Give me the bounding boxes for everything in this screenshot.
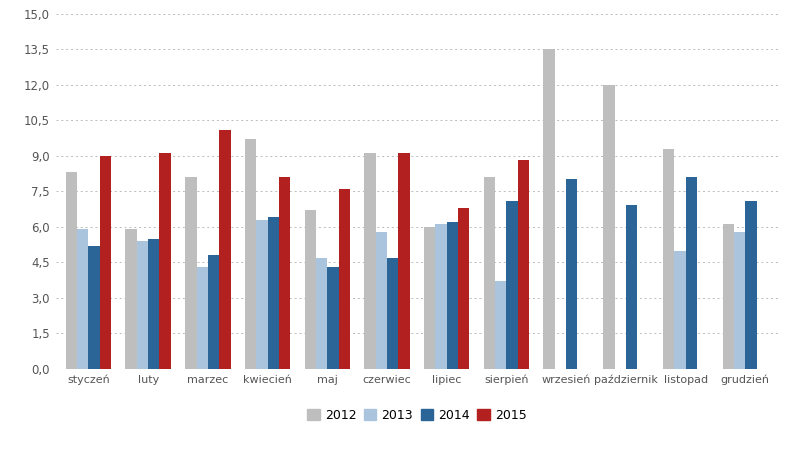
- Bar: [566, 180, 577, 369]
- Bar: [387, 257, 399, 369]
- Bar: [424, 227, 435, 369]
- Bar: [338, 189, 350, 369]
- Bar: [185, 177, 196, 369]
- Bar: [219, 130, 230, 369]
- Legend: 2012, 2013, 2014, 2015: 2012, 2013, 2014, 2015: [303, 404, 531, 427]
- Bar: [626, 206, 638, 369]
- Bar: [137, 241, 148, 369]
- Bar: [66, 172, 77, 369]
- Bar: [734, 232, 746, 369]
- Bar: [125, 229, 137, 369]
- Bar: [435, 225, 447, 369]
- Bar: [148, 238, 160, 369]
- Bar: [268, 217, 279, 369]
- Bar: [495, 281, 507, 369]
- Bar: [603, 85, 615, 369]
- Bar: [256, 220, 268, 369]
- Bar: [77, 229, 88, 369]
- Bar: [376, 232, 387, 369]
- Bar: [507, 201, 518, 369]
- Bar: [327, 267, 338, 369]
- Bar: [88, 246, 100, 369]
- Bar: [160, 153, 171, 369]
- Bar: [399, 153, 410, 369]
- Bar: [245, 139, 256, 369]
- Bar: [364, 153, 376, 369]
- Bar: [663, 148, 674, 369]
- Bar: [305, 210, 316, 369]
- Bar: [674, 251, 685, 369]
- Bar: [458, 208, 469, 369]
- Bar: [746, 201, 757, 369]
- Bar: [196, 267, 208, 369]
- Bar: [484, 177, 495, 369]
- Bar: [723, 225, 734, 369]
- Bar: [316, 257, 327, 369]
- Bar: [447, 222, 458, 369]
- Bar: [100, 156, 111, 369]
- Bar: [208, 255, 219, 369]
- Bar: [543, 49, 555, 369]
- Bar: [518, 161, 529, 369]
- Bar: [685, 177, 697, 369]
- Bar: [279, 177, 291, 369]
